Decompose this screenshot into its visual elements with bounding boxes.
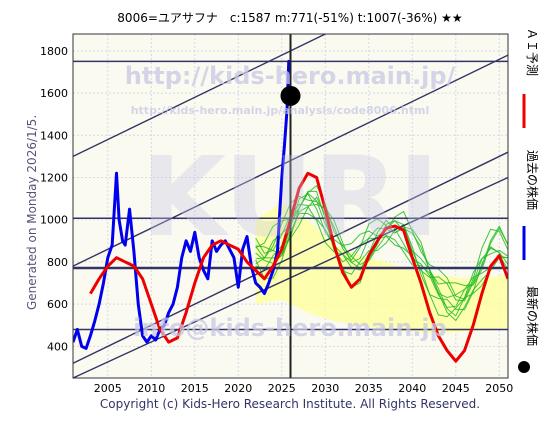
plot-area-group: KURI http://kids-hero.main.jp/http://kids…: [73, 34, 508, 378]
y-tick-label: 600: [47, 298, 68, 311]
current-price-dot: [280, 85, 301, 106]
legend-label: ＡＩ予測: [525, 28, 539, 76]
x-tick-label: 2020: [224, 382, 252, 395]
y-tick-label: 400: [47, 340, 68, 353]
x-tick-label: 2005: [94, 382, 122, 395]
generated-text: Generated on Monday 2026/1/5.: [25, 115, 39, 310]
y-tick-label: 800: [47, 256, 68, 269]
x-tick-label: 2045: [442, 382, 470, 395]
legend-label: 過去の株価: [525, 150, 540, 210]
x-tick-label: 2025: [268, 382, 296, 395]
url-watermark: http://kids-hero.main.jp/: [125, 62, 456, 90]
legend-dot: [518, 361, 530, 373]
x-tick-label: 2015: [181, 382, 209, 395]
email-watermark: info@kids-hero.main.jp: [133, 314, 447, 342]
y-tick-label: 1800: [40, 45, 68, 58]
y-tick-label: 1600: [40, 87, 68, 100]
ai-forecast-line: [89, 171, 508, 363]
scenario-line: [255, 206, 508, 322]
x-tick-label: 2010: [137, 382, 165, 395]
x-tick-label: 2035: [355, 382, 383, 395]
scenario-line: [255, 193, 508, 309]
logo-watermark: KURI: [141, 133, 439, 261]
legend-label: 最新の株価: [525, 286, 540, 346]
x-tick-label: 2040: [398, 382, 426, 395]
copyright-text: Copyright (c) Kids-Hero Research Institu…: [100, 397, 480, 411]
x-tick-label: 2030: [311, 382, 339, 395]
chart-title: 8006=ユアサフナ c:1587 m:771(-51%) t:1007(-36…: [117, 11, 462, 25]
y-tick-label: 1400: [40, 129, 68, 142]
y-tick-label: 1200: [40, 172, 68, 185]
y-tick-label: 1000: [40, 214, 68, 227]
scenario-line: [255, 196, 508, 311]
plot-frame: [72, 33, 509, 379]
url-sub-watermark: http://kids-hero.main.jp/analysis/code80…: [131, 104, 430, 117]
x-tick-label: 2050: [485, 382, 513, 395]
past-price-line: [73, 59, 292, 350]
